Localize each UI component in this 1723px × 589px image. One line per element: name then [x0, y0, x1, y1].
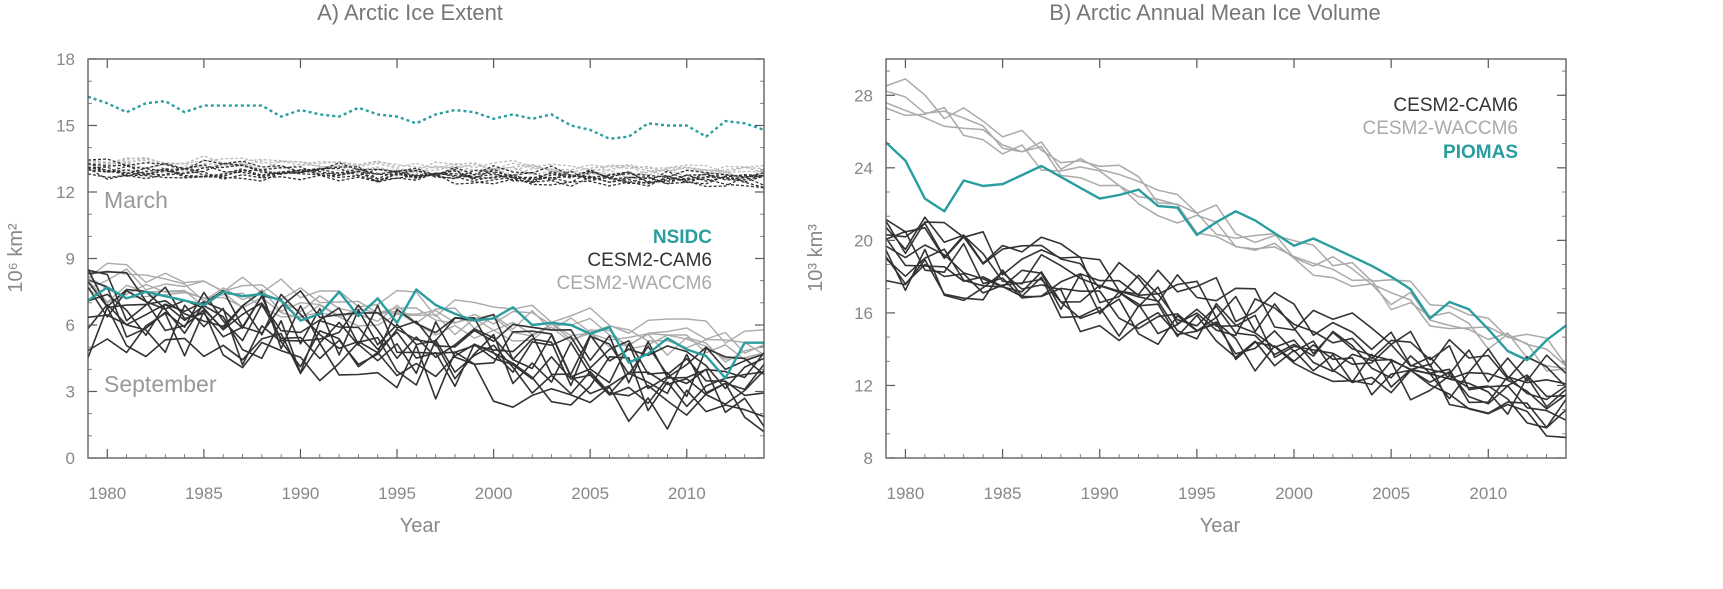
panel-b-ylabel: 10³ km³ — [805, 224, 827, 292]
waccm6-september-member-3 — [87, 268, 765, 356]
legend-cesm2-cam6: CESM2-CAM6 — [587, 250, 712, 271]
x-tick-label: 2000 — [1275, 484, 1313, 503]
panel-b-arctic-ice-volume: 1980 1985 1990 1995 2000 2005 201081216202428 … — [805, 0, 1567, 537]
panel-b-frame — [885, 58, 1567, 459]
cam6-march-member-3 — [87, 164, 765, 184]
cam6-september-member-9 — [87, 270, 765, 390]
legend-b-cesm2-cam6: CESM2-CAM6 — [1393, 95, 1518, 116]
waccm6-september-member-1 — [87, 262, 765, 344]
panel-b-title: B) Arctic Annual Mean Ice Volume — [1049, 0, 1380, 25]
legend-b-piomas: PIOMAS — [1443, 142, 1518, 163]
panel-b-ticks: 1980 1985 1990 1995 2000 2005 2010 8 12 16 20 24 28 — [854, 59, 1567, 503]
waccm6-volume-member-3 — [885, 90, 1567, 370]
x-tick-label: 1985 — [185, 484, 223, 503]
panel-b-series — [885, 78, 1567, 439]
x-tick-label: 1990 — [1081, 484, 1119, 503]
panel-b-xlabel: Year — [1200, 515, 1241, 537]
y-tick-label: 0 — [66, 449, 75, 468]
y-tick-label: 12 — [56, 183, 75, 202]
cam6-volume-member-9 — [885, 218, 1567, 388]
cam6-volume-member-6 — [885, 220, 1567, 385]
y-tick-label: 9 — [66, 250, 75, 269]
panel-a-arctic-ice-extent: 1980 1985 1990 1995 2000 2005 2010 0 3 6 9 12 15 18 A… — [5, 0, 765, 537]
cam6-volume-member-5 — [885, 248, 1567, 439]
cam6-volume-member-7 — [885, 216, 1567, 383]
x-tick-label: 2005 — [571, 484, 609, 503]
waccm6-volume-member-2 — [885, 78, 1567, 366]
y-tick-label: 24 — [854, 159, 873, 178]
cam6-september-member-7 — [87, 281, 765, 395]
y-tick-label: 8 — [864, 449, 873, 468]
cam6-volume-member-11 — [885, 256, 1567, 429]
panel-a-ylabel: 10⁶ km² — [5, 223, 27, 293]
y-tick-label: 6 — [66, 316, 75, 335]
y-tick-label: 12 — [854, 376, 873, 395]
panel-a-xlabel: Year — [400, 515, 441, 537]
cam6-september-member-4 — [87, 310, 765, 433]
series-nsidc-march — [87, 95, 765, 141]
x-tick-label: 1980 — [88, 484, 126, 503]
waccm6-volume-member-4 — [885, 102, 1567, 367]
x-tick-label: 1995 — [378, 484, 416, 503]
annotation-september: September — [104, 371, 217, 397]
cam6-september-member-10 — [87, 269, 765, 398]
cam6-march-member-7 — [87, 167, 765, 188]
cam6-march-member-8 — [87, 158, 765, 179]
y-tick-label: 20 — [854, 231, 873, 250]
cam6-september-member-5 — [87, 303, 765, 427]
series-piomas — [885, 141, 1567, 362]
y-tick-label: 16 — [854, 304, 873, 323]
cam6-september-member-11 — [87, 286, 765, 384]
x-tick-label: 2000 — [475, 484, 513, 503]
cam6-march-member-9 — [87, 166, 765, 189]
y-tick-label: 15 — [56, 117, 75, 136]
annotation-march: March — [104, 187, 168, 213]
x-tick-label: 2005 — [1372, 484, 1410, 503]
panel-b-legend: CESM2-CAM6 CESM2-WACCM6 PIOMAS — [1362, 95, 1518, 163]
x-tick-label: 1995 — [1178, 484, 1216, 503]
panel-a-legend: NSIDC CESM2-CAM6 CESM2-WACCM6 — [556, 227, 712, 294]
y-tick-label: 3 — [66, 383, 75, 402]
panel-a-series — [87, 95, 765, 433]
x-tick-label: 2010 — [668, 484, 706, 503]
waccm6-volume-member-1 — [885, 106, 1567, 372]
legend-cesm2-waccm6: CESM2-WACCM6 — [556, 273, 712, 294]
y-tick-label: 18 — [56, 50, 75, 69]
panel-a-title: A) Arctic Ice Extent — [317, 0, 503, 25]
y-tick-label: 28 — [854, 86, 873, 105]
waccm6-march-member-5 — [87, 159, 765, 176]
x-tick-label: 2010 — [1469, 484, 1507, 503]
legend-nsidc: NSIDC — [653, 227, 712, 248]
x-tick-label: 1980 — [887, 484, 925, 503]
panel-a-ticks: 1980 1985 1990 1995 2000 2005 2010 0 3 6 9 12 15 18 — [56, 50, 765, 503]
legend-b-cesm2-waccm6: CESM2-WACCM6 — [1362, 118, 1518, 139]
cam6-volume-member-8 — [885, 258, 1567, 429]
cam6-september-member-6 — [87, 306, 765, 430]
x-tick-label: 1990 — [282, 484, 320, 503]
waccm6-march-member-2 — [87, 155, 765, 174]
cam6-march-member-5 — [87, 162, 765, 184]
cam6-volume-member-3 — [885, 222, 1567, 398]
series-nsidc-september — [87, 286, 764, 380]
x-tick-label: 1985 — [984, 484, 1022, 503]
